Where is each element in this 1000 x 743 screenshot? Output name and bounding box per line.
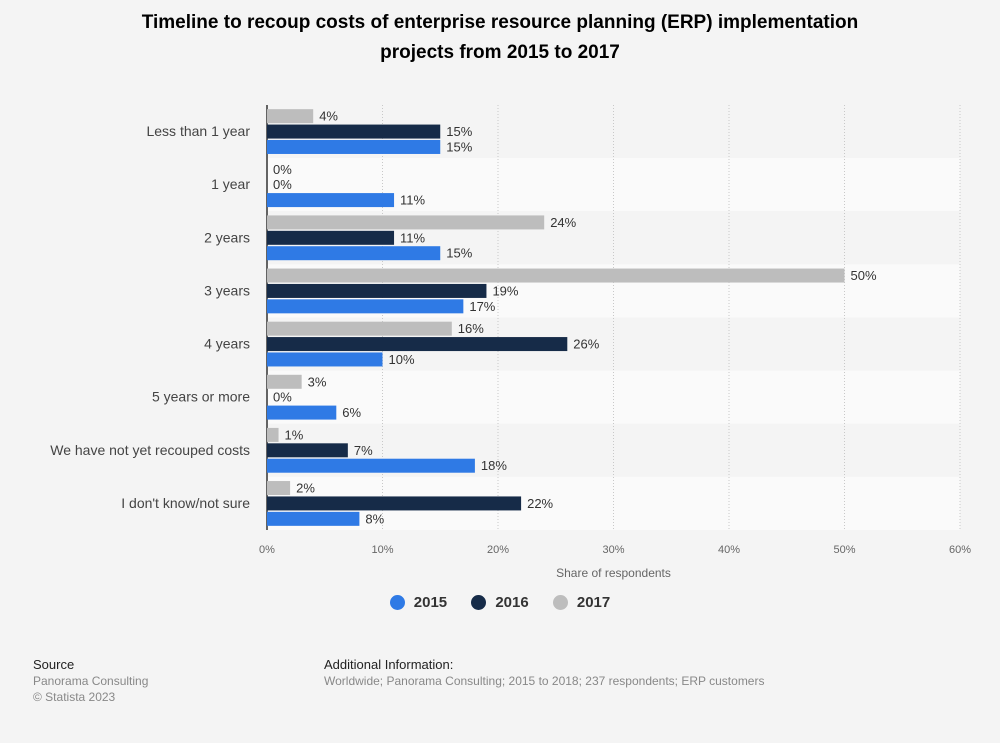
additional-info-text: Worldwide; Panorama Consulting; 2015 to … bbox=[324, 674, 765, 688]
legend-marker-2017 bbox=[552, 595, 568, 610]
bar-2015 bbox=[267, 299, 464, 314]
data-label-2015: 18% bbox=[481, 458, 507, 473]
bar-2015 bbox=[267, 405, 337, 420]
category-label: I don't know/not sure bbox=[121, 495, 250, 511]
x-tick-label: 20% bbox=[487, 544, 509, 556]
bar-2017 bbox=[267, 321, 452, 336]
data-label-2017: 1% bbox=[285, 427, 304, 442]
category-label: 2 years bbox=[204, 229, 250, 245]
chart-title: Timeline to recoup costs of enterprise r… bbox=[0, 8, 1000, 68]
bar-2017 bbox=[267, 109, 314, 124]
data-label-2016: 15% bbox=[446, 124, 472, 139]
legend-marker-2016 bbox=[471, 595, 487, 610]
legend-item-2015[interactable]: 2015 bbox=[389, 594, 448, 611]
data-label-2015: 15% bbox=[446, 139, 472, 154]
data-label-2017: 2% bbox=[296, 481, 315, 496]
x-tick-label: 0% bbox=[259, 544, 275, 556]
bar-2015 bbox=[267, 139, 441, 154]
data-label-2017: 4% bbox=[319, 109, 338, 124]
data-label-2015: 15% bbox=[446, 246, 472, 261]
bar-chart: 0% 10% 20% 30% 40% 50% 60% Less than 1 year 4% 15… bbox=[50, 105, 971, 580]
data-label-2016: 0% bbox=[273, 390, 292, 405]
bar-2017 bbox=[267, 268, 845, 283]
x-tick-label: 50% bbox=[833, 544, 855, 556]
legend-label-2016: 2016 bbox=[495, 594, 529, 611]
bar-2016 bbox=[267, 496, 522, 511]
source-block: Source Panorama Consulting © Statista 20… bbox=[33, 657, 148, 705]
data-label-2016: 19% bbox=[492, 283, 518, 298]
additional-info-heading: Additional Information: bbox=[324, 657, 454, 672]
data-label-2015: 17% bbox=[469, 299, 495, 314]
category-label: 5 years or more bbox=[152, 389, 250, 405]
data-label-2016: 0% bbox=[273, 177, 292, 192]
data-label-2015: 8% bbox=[365, 511, 384, 526]
data-label-2015: 11% bbox=[400, 193, 425, 208]
legend-marker-2015 bbox=[389, 595, 405, 610]
category-label: We have not yet recouped costs bbox=[50, 442, 250, 458]
category-label: 4 years bbox=[204, 336, 250, 352]
bar-2017 bbox=[267, 427, 279, 442]
x-axis-title: Share of respondents bbox=[556, 566, 671, 580]
bar-2015 bbox=[267, 193, 395, 208]
bar-2015 bbox=[267, 352, 383, 367]
bar-2017 bbox=[267, 215, 545, 230]
chart-title-line2: projects from 2015 to 2017 bbox=[380, 42, 620, 63]
source-name[interactable]: Panorama Consulting bbox=[33, 674, 149, 688]
bar-2015 bbox=[267, 246, 441, 261]
bar-2017 bbox=[267, 481, 291, 496]
category-label: 1 year bbox=[211, 176, 250, 192]
source-heading: Source bbox=[33, 657, 75, 672]
bar-2017 bbox=[267, 374, 302, 389]
bar-2016 bbox=[267, 230, 395, 245]
data-label-2016: 11% bbox=[400, 230, 425, 245]
data-label-2015: 6% bbox=[342, 405, 361, 420]
data-label-2017: 0% bbox=[273, 162, 292, 177]
legend-label-2017: 2017 bbox=[576, 594, 611, 611]
bar-2016 bbox=[267, 283, 487, 298]
data-label-2015: 10% bbox=[389, 352, 415, 367]
legend-label-2015: 2015 bbox=[413, 594, 448, 611]
bar-2016 bbox=[267, 337, 568, 352]
bar-2015 bbox=[267, 511, 360, 526]
legend-item-2016[interactable]: 2016 bbox=[471, 594, 529, 611]
category-label: 3 years bbox=[204, 282, 250, 298]
bar-2016 bbox=[267, 124, 441, 139]
data-label-2016: 22% bbox=[527, 496, 553, 511]
x-tick-label: 40% bbox=[718, 544, 740, 556]
additional-info-block: Additional Information: Worldwide; Panor… bbox=[324, 657, 764, 689]
data-label-2017: 16% bbox=[458, 321, 484, 336]
data-label-2016: 26% bbox=[573, 337, 599, 352]
data-label-2017: 24% bbox=[550, 215, 576, 230]
bar-2016 bbox=[267, 443, 348, 458]
chart-legend: 2015 2016 2017 bbox=[0, 594, 1000, 614]
data-label-2016: 7% bbox=[354, 443, 373, 458]
copyright: © Statista 2023 bbox=[33, 690, 116, 704]
legend-item-2017[interactable]: 2017 bbox=[552, 594, 611, 611]
data-label-2017: 50% bbox=[851, 268, 877, 283]
data-label-2017: 3% bbox=[308, 374, 327, 389]
x-tick-label: 60% bbox=[949, 544, 971, 556]
category-label: Less than 1 year bbox=[146, 123, 250, 139]
x-tick-label: 30% bbox=[602, 544, 624, 556]
chart-title-line1: Timeline to recoup costs of enterprise r… bbox=[141, 12, 859, 33]
x-tick-label: 10% bbox=[371, 544, 393, 556]
bar-2015 bbox=[267, 458, 475, 473]
